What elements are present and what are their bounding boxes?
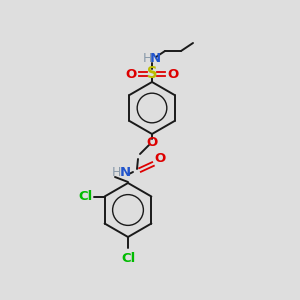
Text: O: O	[146, 136, 158, 148]
Text: O: O	[154, 152, 166, 166]
Text: S: S	[147, 67, 157, 82]
Text: N: N	[119, 166, 130, 178]
Text: N: N	[149, 52, 161, 65]
Text: H: H	[111, 166, 121, 178]
Text: Cl: Cl	[79, 190, 93, 203]
Text: H: H	[142, 52, 152, 65]
Text: O: O	[167, 68, 178, 80]
Text: O: O	[125, 68, 136, 80]
Text: Cl: Cl	[121, 251, 135, 265]
